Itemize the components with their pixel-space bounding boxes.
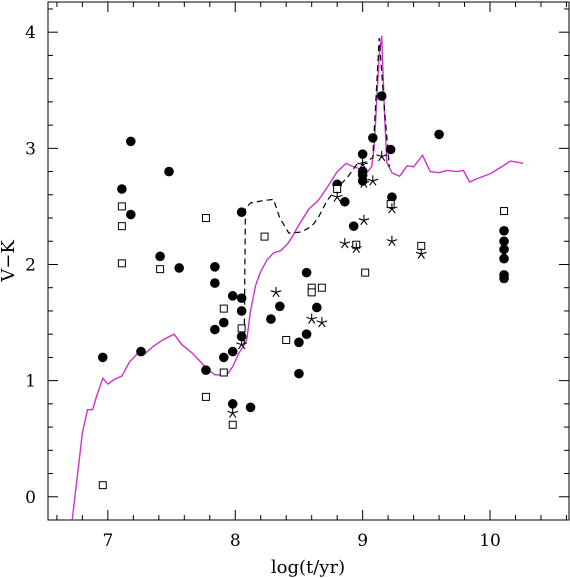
y-tick-label: 3 [25, 139, 36, 159]
data-point-circle [266, 314, 276, 324]
y-axis-label: V−K [0, 240, 19, 283]
data-point-circle [117, 184, 127, 194]
data-point-square [117, 222, 126, 231]
data-point-square [237, 324, 246, 333]
data-point-circle [125, 209, 136, 220]
data-point-circle [236, 207, 247, 218]
data-point-star [316, 317, 328, 328]
data-markers [97, 91, 509, 490]
data-point-star [415, 248, 427, 259]
data-point-circle [155, 251, 165, 262]
data-point-square [307, 288, 316, 297]
data-point-square [98, 481, 107, 490]
data-point-circle [218, 317, 229, 328]
data-point-circle [227, 346, 238, 357]
data-point-star [367, 175, 379, 186]
x-tick-label: 7 [102, 531, 113, 551]
data-point-star [386, 235, 398, 247]
data-point-star [331, 191, 343, 202]
data-point-circle [236, 331, 247, 342]
x-tick-label: 8 [230, 531, 241, 551]
data-point-circle [136, 346, 146, 357]
y-tick-label: 0 [25, 488, 36, 508]
plot-frame [47, 1, 570, 521]
model-line-dashed [243, 37, 390, 345]
data-point-square [500, 207, 509, 216]
data-point-star [358, 214, 370, 226]
data-point-circle [340, 196, 350, 207]
data-point-circle [210, 278, 220, 288]
data-point-circle [311, 302, 322, 313]
data-point-square [228, 420, 237, 429]
plot-content [71, 35, 524, 520]
data-point-square [317, 283, 326, 292]
data-point-circle [434, 129, 444, 140]
data-point-circle [97, 352, 108, 363]
tick-labels: 7 8 9 10 0 1 2 3 4 [25, 23, 501, 551]
data-point-square [201, 392, 210, 401]
data-point-circle [201, 365, 211, 375]
data-point-star [357, 159, 369, 170]
data-point-star [270, 286, 282, 298]
data-point-square [201, 214, 210, 223]
data-point-circle [275, 301, 285, 312]
data-point-circle [210, 262, 220, 272]
data-point-circle [245, 402, 256, 413]
data-point-circle [294, 337, 304, 348]
data-point-circle [301, 267, 312, 278]
model-line-solid [71, 35, 524, 520]
data-point-square [219, 304, 228, 313]
data-point-circle [348, 221, 359, 231]
x-tick-label: 9 [357, 531, 368, 551]
data-point-circle [125, 136, 136, 147]
data-point-circle [499, 273, 509, 284]
data-point-circle [387, 192, 397, 202]
data-point-square [117, 259, 126, 268]
data-point-square [260, 232, 269, 241]
data-point-circle [499, 226, 509, 236]
data-point-circle [357, 149, 368, 159]
data-point-circle [376, 91, 387, 101]
data-point-square [156, 265, 165, 274]
data-point-square [117, 202, 126, 211]
data-point-star [227, 407, 239, 418]
data-point-circle [499, 253, 509, 264]
data-point-star [358, 177, 370, 188]
y-tick-label: 4 [25, 23, 36, 43]
data-point-circle [236, 293, 247, 303]
data-point-circle [385, 144, 396, 155]
x-axis-label: log(t/yr) [271, 557, 345, 578]
data-point-star [350, 242, 362, 254]
data-point-circle [174, 263, 185, 273]
data-point-circle [227, 291, 238, 301]
data-point-circle [227, 399, 238, 409]
data-point-square [333, 184, 342, 193]
data-point-star [386, 203, 398, 214]
x-tick-label: 10 [479, 531, 501, 551]
data-point-star [236, 339, 248, 350]
data-point-circle [301, 329, 312, 339]
data-point-square [417, 241, 426, 250]
data-point-square [219, 368, 228, 377]
data-point-circle [499, 236, 509, 247]
data-point-star [339, 238, 351, 249]
data-point-circle [218, 352, 229, 363]
data-point-star [306, 313, 318, 324]
data-point-circle [499, 244, 509, 255]
y-tick-label: 1 [25, 372, 36, 392]
data-point-square [386, 200, 395, 209]
data-point-square [361, 268, 370, 277]
data-point-square [282, 335, 291, 344]
data-point-circle [294, 368, 304, 379]
y-tick-label: 2 [25, 255, 36, 275]
data-point-circle [368, 133, 378, 143]
data-point-circle [164, 166, 174, 177]
data-point-circle [236, 306, 247, 316]
data-point-circle [210, 324, 220, 335]
axis-ticks [48, 2, 569, 521]
data-point-star [376, 151, 388, 162]
